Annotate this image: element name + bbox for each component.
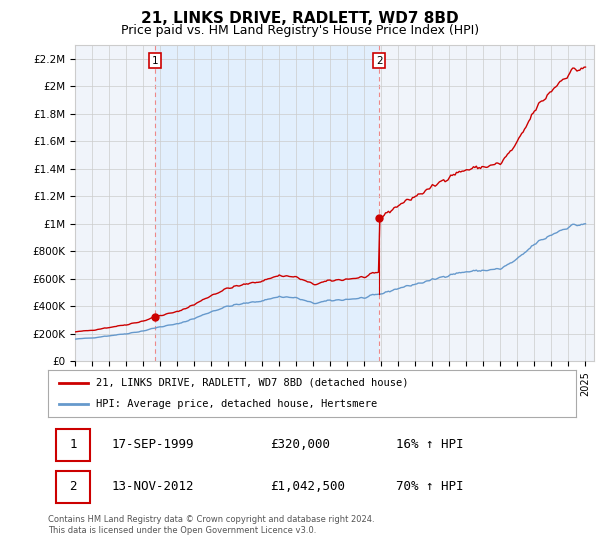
Bar (56, 428, 90, 461)
Text: 1: 1 (152, 56, 158, 66)
Text: 2: 2 (376, 56, 382, 66)
Text: 13-NOV-2012: 13-NOV-2012 (112, 480, 194, 493)
Text: 1: 1 (70, 438, 77, 451)
Text: HPI: Average price, detached house, Hertsmere: HPI: Average price, detached house, Hert… (95, 399, 377, 409)
Text: £1,042,500: £1,042,500 (270, 480, 345, 493)
Text: Contains HM Land Registry data © Crown copyright and database right 2024.
This d: Contains HM Land Registry data © Crown c… (48, 515, 374, 535)
Text: 16% ↑ HPI: 16% ↑ HPI (397, 438, 464, 451)
Bar (56, 470, 90, 503)
Text: Price paid vs. HM Land Registry's House Price Index (HPI): Price paid vs. HM Land Registry's House … (121, 24, 479, 36)
Text: 70% ↑ HPI: 70% ↑ HPI (397, 480, 464, 493)
Bar (155, 45, 379, 361)
Text: 2: 2 (70, 480, 77, 493)
Text: £320,000: £320,000 (270, 438, 330, 451)
Text: 21, LINKS DRIVE, RADLETT, WD7 8BD: 21, LINKS DRIVE, RADLETT, WD7 8BD (141, 11, 459, 26)
Text: 21, LINKS DRIVE, RADLETT, WD7 8BD (detached house): 21, LINKS DRIVE, RADLETT, WD7 8BD (detac… (95, 378, 408, 388)
Text: 17-SEP-1999: 17-SEP-1999 (112, 438, 194, 451)
